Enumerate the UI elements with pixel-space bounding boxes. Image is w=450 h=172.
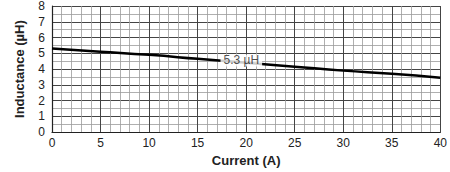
svg-text:7: 7: [38, 15, 45, 29]
svg-text:5: 5: [97, 136, 104, 150]
svg-text:5: 5: [38, 46, 45, 60]
svg-text:35: 35: [385, 136, 399, 150]
svg-text:0: 0: [49, 136, 56, 150]
svg-text:1: 1: [38, 109, 45, 123]
svg-text:4: 4: [38, 62, 45, 76]
svg-text:2: 2: [38, 94, 45, 108]
svg-text:30: 30: [337, 136, 351, 150]
svg-text:Inductance (µH): Inductance (µH): [12, 20, 27, 118]
svg-text:6: 6: [38, 31, 45, 45]
svg-text:0: 0: [38, 125, 45, 139]
svg-text:10: 10: [142, 136, 156, 150]
svg-text:40: 40: [434, 136, 448, 150]
svg-text:15: 15: [191, 136, 205, 150]
svg-text:8: 8: [38, 0, 45, 13]
svg-text:Current (A): Current (A): [212, 153, 281, 168]
svg-text:20: 20: [239, 136, 253, 150]
svg-text:3: 3: [38, 78, 45, 92]
svg-text:5.3 µH: 5.3 µH: [224, 53, 260, 67]
svg-text:25: 25: [288, 136, 302, 150]
